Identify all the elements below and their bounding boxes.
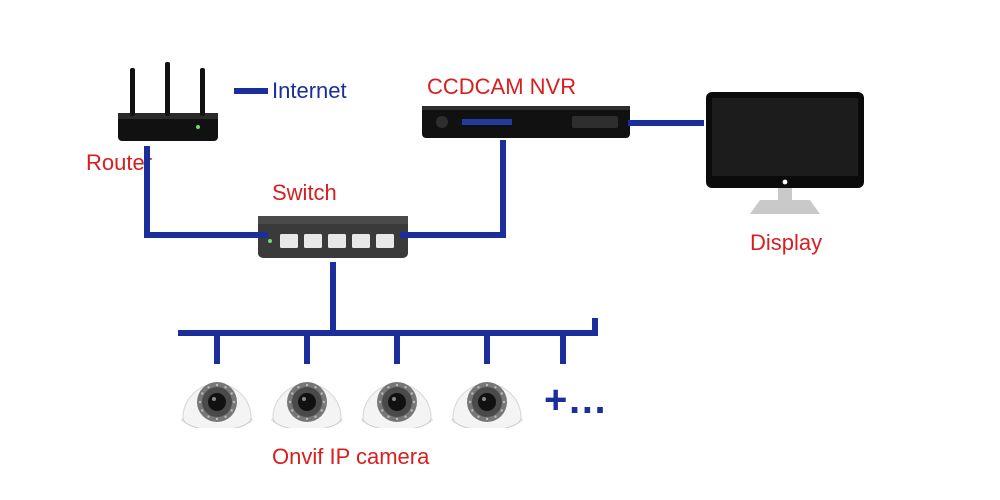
cable: [144, 232, 268, 238]
camera-icon: [358, 362, 436, 428]
camera-icon: [178, 362, 256, 428]
switch-icon: [258, 210, 408, 264]
cable: [500, 140, 506, 234]
camera-icon: [448, 362, 526, 428]
cable: [628, 120, 704, 126]
camera-icon: [268, 362, 346, 428]
cable: [330, 262, 336, 330]
cable: [484, 330, 490, 364]
cable: [394, 330, 400, 364]
display-label: Display: [750, 230, 822, 256]
cable: [178, 330, 598, 336]
router-icon: [108, 58, 228, 148]
router-label: Router: [86, 150, 152, 176]
cable: [304, 330, 310, 364]
cable: [592, 318, 598, 336]
camera-label: Onvif IP camera: [272, 444, 429, 470]
cable: [234, 88, 268, 94]
cable: [144, 146, 150, 232]
nvr-icon: [422, 102, 630, 144]
cable: [214, 330, 220, 364]
nvr-label: CCDCAM NVR: [427, 74, 576, 100]
plus-label: +…: [544, 378, 607, 423]
monitor-icon: [700, 88, 870, 218]
switch-label: Switch: [272, 180, 337, 206]
cable: [400, 232, 506, 238]
cable: [560, 330, 566, 364]
internet-label: Internet: [272, 78, 347, 104]
